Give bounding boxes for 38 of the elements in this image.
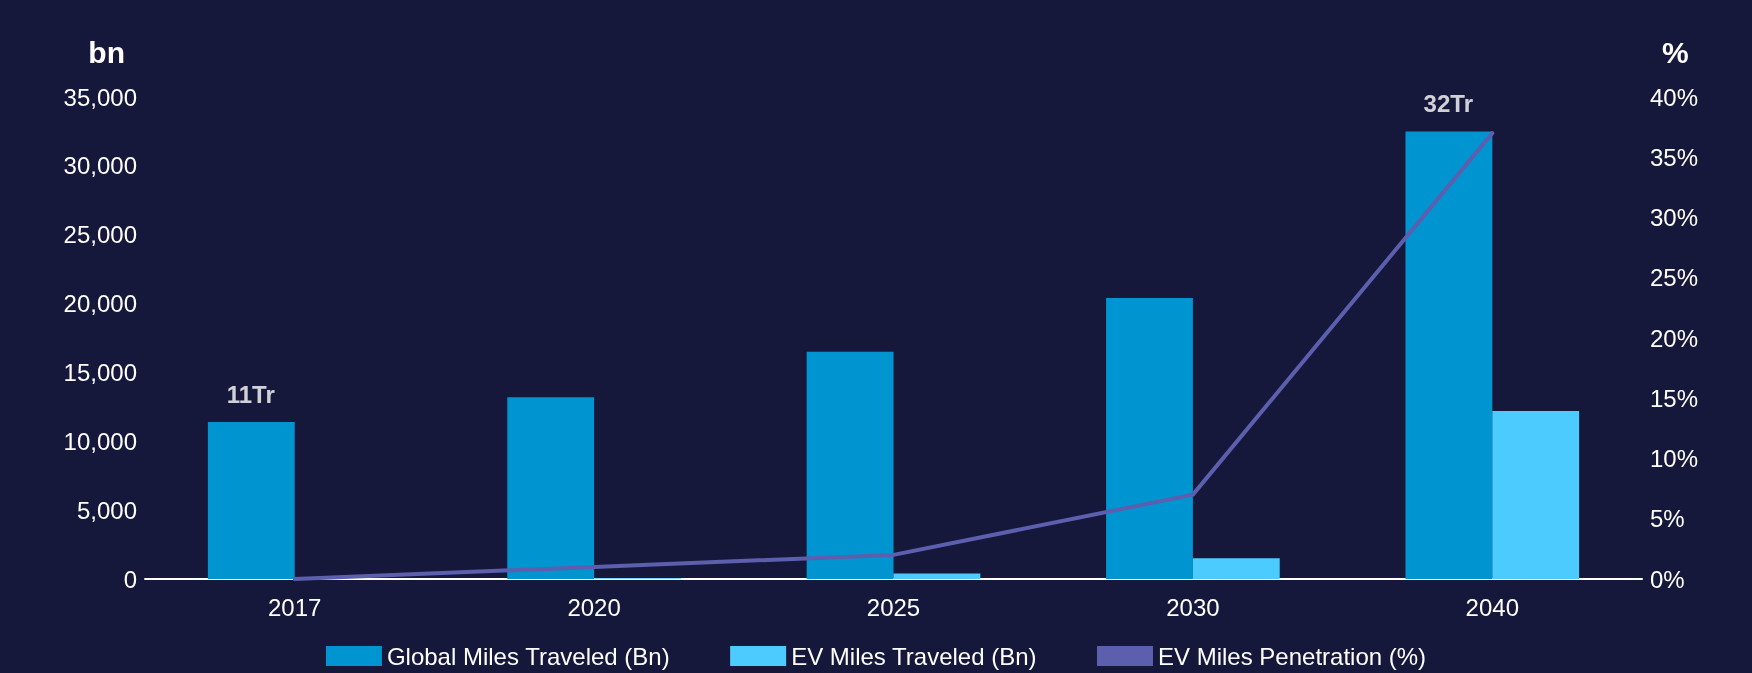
- y2-tick-label: 40%: [1650, 83, 1699, 111]
- y-tick-label: 10,000: [63, 427, 137, 455]
- x-tick-label: 2025: [866, 593, 921, 621]
- annotation: 11Tr: [226, 380, 275, 408]
- y2-tick-label: 10%: [1650, 445, 1699, 472]
- y2-axis-title: %: [1662, 35, 1689, 69]
- bar: [1192, 558, 1280, 579]
- bar: [1405, 131, 1493, 579]
- y2-tick-label: 15%: [1650, 384, 1699, 412]
- x-tick-label: 2020: [567, 593, 621, 621]
- x-tick-label: 2017: [268, 593, 322, 621]
- bar: [1106, 298, 1193, 579]
- y2-tick-label: 5%: [1650, 505, 1685, 533]
- bar: [507, 397, 595, 579]
- y2-tick-label: 35%: [1650, 143, 1699, 171]
- y-tick-label: 20,000: [63, 290, 137, 318]
- annotation: 32Tr: [1423, 89, 1473, 117]
- y-tick-label: 0: [123, 565, 137, 593]
- bar: [893, 573, 981, 579]
- y2-tick-label: 30%: [1650, 204, 1699, 231]
- y-tick-label: 15,000: [63, 358, 137, 386]
- bar: [1492, 410, 1580, 579]
- y-tick-label: 35,000: [63, 83, 137, 111]
- legend-label: EV Miles Traveled (Bn): [791, 642, 1037, 670]
- y2-tick-label: 0%: [1650, 565, 1685, 593]
- y-tick-label: 25,000: [63, 221, 137, 249]
- legend-label: Global Miles Traveled (Bn): [386, 642, 670, 670]
- line-series: [292, 131, 1495, 581]
- y2-tick-label: 25%: [1650, 264, 1699, 292]
- y-axis-title: bn: [88, 35, 125, 69]
- legend-label: EV Miles Penetration (%): [1157, 642, 1427, 670]
- y-tick-label: 5,000: [76, 496, 137, 524]
- x-tick-label: 2030: [1166, 593, 1220, 621]
- y-tick-label: 30,000: [63, 152, 137, 180]
- y2-tick-label: 20%: [1650, 324, 1699, 352]
- bar: [806, 351, 894, 579]
- bar: [207, 422, 295, 579]
- x-tick-label: 2040: [1465, 593, 1519, 621]
